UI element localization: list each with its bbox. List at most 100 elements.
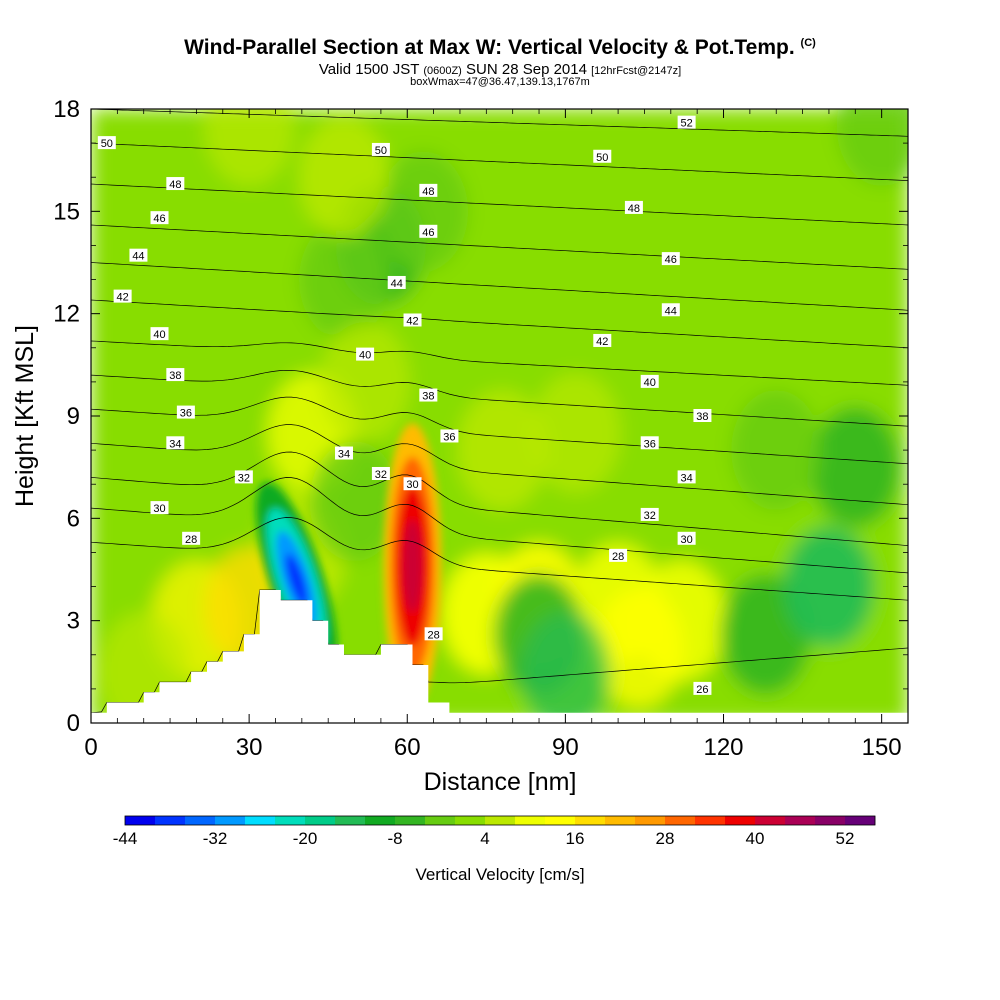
plot-area: 50 48 46 44 42 40 38 36 34 32 30 28 50 48 46 44 42 40 38 36… [91, 109, 908, 723]
contour-label-box [166, 436, 185, 450]
contour-label-box [419, 183, 438, 197]
field-blob [783, 526, 874, 647]
x-tick-label: 0 [84, 734, 97, 761]
theta-contour-line [91, 477, 908, 574]
contour-label-text: 46 [153, 213, 165, 225]
contour-label: 50 [371, 142, 390, 157]
contour-label-text: 48 [169, 179, 181, 191]
colorbar-swatch [515, 816, 546, 825]
y-tick-label: 9 [67, 403, 80, 430]
valid-time-line: Valid 1500 JST (0600Z) SUN 28 Sep 2014 [… [0, 61, 1000, 78]
contour-label-box [371, 142, 390, 156]
contour-label-box [129, 248, 148, 262]
contour-label-text: 32 [375, 469, 387, 481]
x-tick-label: 120 [703, 734, 743, 761]
x-tick-label: 60 [394, 734, 421, 761]
contour-label-box [661, 252, 680, 266]
colorbar-swatch [725, 816, 756, 825]
colorbar-swatch [455, 816, 486, 825]
field-blob [520, 611, 611, 723]
contour-label-text: 42 [117, 292, 129, 304]
contour-label-text: 30 [153, 503, 165, 515]
colorbar-tick-label: -20 [293, 829, 318, 848]
contour-label: 28 [182, 531, 201, 546]
contour-label-box [371, 466, 390, 480]
contour-label: 48 [624, 200, 643, 215]
field-blob [836, 109, 908, 187]
field-blob [457, 390, 548, 511]
colorbar-swatch [335, 816, 366, 825]
contour-label: 50 [97, 136, 116, 150]
contour-label: 38 [419, 388, 438, 403]
contour-label-text: 50 [101, 138, 113, 150]
contour-label-box [593, 333, 612, 347]
x-axis-label: Distance [nm] [424, 768, 577, 796]
contour-label: 42 [593, 333, 612, 348]
contour-label-text: 30 [680, 534, 692, 546]
contour-label-text: 28 [427, 629, 439, 641]
contour-label-box [150, 211, 169, 225]
contour-label: 26 [693, 681, 712, 696]
contour-label-text: 34 [338, 449, 350, 461]
contour-label-box [693, 409, 712, 422]
contour-label-box [640, 507, 659, 521]
colorbar-tick-label: 52 [836, 829, 855, 848]
contour-label: 40 [150, 327, 169, 341]
contour-label-text: 44 [391, 278, 403, 290]
contour-label-box [640, 436, 659, 450]
x-tick-label: 30 [236, 734, 263, 761]
x-tick-label: 90 [552, 734, 579, 761]
colorbar-swatch [365, 816, 396, 825]
contour-label-text: 38 [422, 391, 434, 403]
contour-label-box [424, 627, 443, 641]
field-blob [299, 219, 390, 340]
y-tick-label: 15 [53, 198, 80, 225]
contour-label-box [150, 501, 169, 515]
contour-label-text: 52 [680, 118, 692, 130]
contour-label-box [234, 470, 253, 484]
y-tick-label: 0 [67, 710, 80, 737]
colorbar-tick-label: -32 [203, 829, 228, 848]
theta-contour-line [91, 109, 908, 137]
colorbar-tick-label: -8 [387, 829, 402, 848]
contour-label-text: 44 [665, 305, 677, 317]
colorbar-swatch [635, 816, 666, 825]
contour-label-text: 42 [406, 315, 418, 327]
contour-label-text: 46 [422, 227, 434, 239]
y-tick-label: 6 [67, 505, 80, 532]
field-blob [530, 373, 621, 494]
colorbar-tick-label: 28 [656, 829, 675, 848]
field-blob [594, 587, 685, 708]
colorbar-swatch [275, 816, 306, 825]
field-blob [204, 109, 295, 187]
theta-contour-line [91, 424, 908, 506]
contour-label-text: 48 [628, 203, 640, 215]
colorbar-tick-label: 40 [746, 829, 765, 848]
contour-label: 50 [593, 149, 612, 164]
contour-label: 36 [176, 405, 195, 420]
colorbar-swatch [545, 816, 576, 825]
colorbar-swatch [785, 816, 816, 825]
colorbar-frame [124, 815, 876, 826]
contour-label: 46 [150, 211, 169, 225]
contour-labels: 50 48 46 44 42 40 38 36 34 32 30 28 50 48 46 44 42 40 38 36… [97, 115, 712, 696]
contour-label: 38 [166, 368, 185, 382]
contour-label-text: 40 [644, 377, 656, 389]
contour-label-text: 30 [406, 479, 418, 491]
contour-label: 46 [661, 252, 680, 266]
y-tick-label: 3 [67, 608, 80, 635]
contour-label-text: 50 [375, 145, 387, 157]
contour-label-box [113, 289, 132, 303]
colorbar-swatch [575, 816, 606, 825]
field-blob [378, 151, 469, 272]
contour-label-text: 34 [680, 472, 692, 484]
contour-label-box [335, 446, 354, 460]
contour-label-box [693, 681, 712, 695]
contour-label-box [166, 368, 185, 382]
contour-label-text: 36 [180, 408, 192, 420]
contour-label: 44 [129, 248, 148, 263]
contour-label: 44 [387, 275, 406, 290]
y-tick-label: 12 [53, 301, 80, 328]
y-tick-label: 18 [53, 96, 80, 123]
contour-label: 44 [661, 303, 680, 317]
